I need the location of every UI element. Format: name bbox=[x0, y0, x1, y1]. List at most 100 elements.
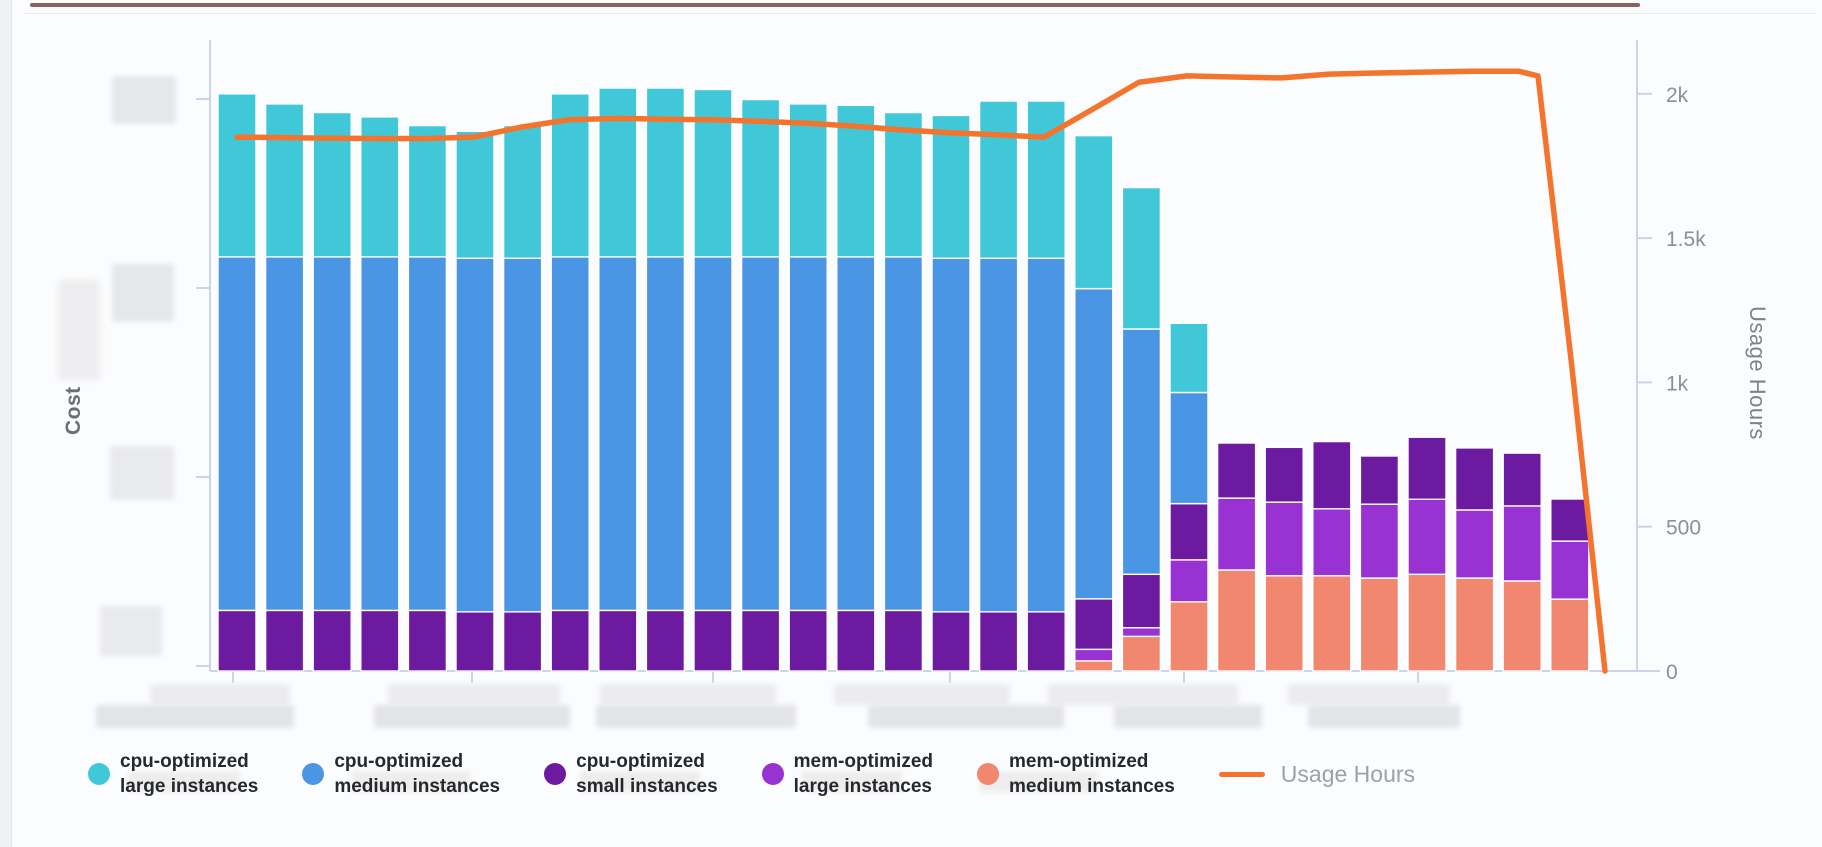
bar-segment-mem-optimized[interactable] bbox=[1502, 505, 1542, 582]
bar-segment-cpu-optimized[interactable] bbox=[1216, 442, 1257, 499]
bar-segment-cpu-optimized[interactable] bbox=[1121, 186, 1162, 330]
bar-segment-cpu-optimized[interactable] bbox=[740, 256, 781, 612]
bar-segment-cpu-optimized[interactable] bbox=[360, 256, 400, 612]
bar-segment-mem-optimized[interactable] bbox=[1550, 598, 1590, 672]
bar-segment-cpu-optimized[interactable] bbox=[693, 609, 733, 672]
bar-segment-mem-optimized[interactable] bbox=[1502, 580, 1542, 672]
bar-segment-cpu-optimized[interactable] bbox=[1026, 611, 1066, 672]
bar-segment-mem-optimized[interactable] bbox=[1216, 497, 1257, 571]
bar-segment-cpu-optimized[interactable] bbox=[1407, 436, 1447, 500]
bar-segment-cpu-optimized[interactable] bbox=[1074, 134, 1114, 290]
bar-segment-cpu-optimized[interactable] bbox=[883, 609, 924, 672]
bar-segment-mem-optimized[interactable] bbox=[1312, 508, 1352, 577]
bar-segment-cpu-optimized[interactable] bbox=[978, 257, 1019, 613]
bar-segment-mem-optimized[interactable] bbox=[1264, 575, 1304, 672]
bar-segment-cpu-optimized[interactable] bbox=[598, 256, 638, 612]
bar-segment-cpu-optimized[interactable] bbox=[598, 609, 638, 672]
bar-segment-cpu-optimized[interactable] bbox=[407, 609, 448, 672]
bar-segment-cpu-optimized[interactable] bbox=[931, 114, 971, 260]
bar-segment-cpu-optimized[interactable] bbox=[1121, 328, 1162, 576]
bar-segment-cpu-optimized[interactable] bbox=[502, 611, 543, 672]
bar-segment-cpu-optimized[interactable] bbox=[550, 256, 590, 612]
bar-segment-cpu-optimized[interactable] bbox=[312, 111, 352, 258]
bar-segment-cpu-optimized[interactable] bbox=[1502, 452, 1542, 507]
bar-segment-mem-optimized[interactable] bbox=[1074, 648, 1114, 662]
bar-segment-cpu-optimized[interactable] bbox=[788, 103, 828, 258]
bar-segment-cpu-optimized[interactable] bbox=[217, 93, 257, 258]
bar-segment-mem-optimized[interactable] bbox=[1216, 569, 1257, 672]
bar-segment-cpu-optimized[interactable] bbox=[1026, 257, 1066, 613]
bar-segment-cpu-optimized[interactable] bbox=[312, 609, 352, 672]
bar-segment-cpu-optimized[interactable] bbox=[1359, 455, 1400, 505]
bar-segment-cpu-optimized[interactable] bbox=[455, 130, 495, 260]
bar-segment-cpu-optimized[interactable] bbox=[217, 256, 257, 612]
legend-item-cpu-optimized-large[interactable]: cpu-optimized large instances bbox=[88, 749, 258, 799]
bar-segment-cpu-optimized[interactable] bbox=[1169, 502, 1209, 561]
bar-segment-cpu-optimized[interactable] bbox=[978, 611, 1019, 672]
bar-segment-mem-optimized[interactable] bbox=[1074, 660, 1114, 672]
legend-item-usage-hours[interactable]: Usage Hours bbox=[1218, 761, 1415, 788]
bar-segment-cpu-optimized[interactable] bbox=[264, 103, 305, 258]
bar-segment-cpu-optimized[interactable] bbox=[502, 257, 543, 613]
bar-segment-cpu-optimized[interactable] bbox=[836, 104, 876, 258]
bar-segment-mem-optimized[interactable] bbox=[1454, 577, 1495, 672]
bar-segment-mem-optimized[interactable] bbox=[1312, 575, 1352, 672]
bar-segment-cpu-optimized[interactable] bbox=[217, 609, 257, 672]
bar-segment-cpu-optimized[interactable] bbox=[693, 256, 733, 612]
bar-segment-cpu-optimized[interactable] bbox=[264, 256, 305, 612]
bar-segment-cpu-optimized[interactable] bbox=[1121, 573, 1162, 629]
bar-segment-cpu-optimized[interactable] bbox=[1026, 100, 1066, 260]
redacted-x-label bbox=[388, 684, 560, 705]
redacted-x-label bbox=[1048, 684, 1238, 705]
bar-segment-cpu-optimized[interactable] bbox=[883, 111, 924, 258]
bar-segment-mem-optimized[interactable] bbox=[1359, 577, 1400, 672]
bar-segment-cpu-optimized[interactable] bbox=[931, 611, 971, 672]
bar-segment-cpu-optimized[interactable] bbox=[407, 124, 448, 258]
bar-segment-cpu-optimized[interactable] bbox=[264, 609, 305, 672]
bar-segment-cpu-optimized[interactable] bbox=[360, 609, 400, 672]
bar-segment-mem-optimized[interactable] bbox=[1359, 503, 1400, 579]
bar-segment-cpu-optimized[interactable] bbox=[645, 87, 686, 258]
bar-segment-mem-optimized[interactable] bbox=[1264, 501, 1304, 577]
bar-segment-cpu-optimized[interactable] bbox=[740, 609, 781, 672]
legend-item-cpu-optimized-medium[interactable]: cpu-optimized medium instances bbox=[302, 749, 500, 799]
bar-segment-cpu-optimized[interactable] bbox=[836, 609, 876, 672]
bar-segment-cpu-optimized[interactable] bbox=[645, 256, 686, 612]
bar-segment-cpu-optimized[interactable] bbox=[978, 100, 1019, 260]
bar-segment-mem-optimized[interactable] bbox=[1169, 559, 1209, 603]
bar-segment-cpu-optimized[interactable] bbox=[598, 87, 638, 258]
bar-segment-cpu-optimized[interactable] bbox=[1074, 598, 1114, 651]
legend-item-cpu-optimized-small[interactable]: cpu-optimized small instances bbox=[544, 749, 718, 799]
bar-segment-cpu-optimized[interactable] bbox=[550, 609, 590, 672]
bar-segment-cpu-optimized[interactable] bbox=[407, 256, 448, 612]
bar-segment-cpu-optimized[interactable] bbox=[740, 98, 781, 258]
legend-item-mem-optimized-large[interactable]: mem-optimized large instances bbox=[761, 749, 933, 799]
usage-hours-line[interactable] bbox=[234, 68, 1608, 674]
bar-segment-cpu-optimized[interactable] bbox=[883, 256, 924, 612]
bar-segment-cpu-optimized[interactable] bbox=[788, 609, 828, 672]
bar-segment-cpu-optimized[interactable] bbox=[1550, 498, 1590, 542]
bar-segment-cpu-optimized[interactable] bbox=[455, 257, 495, 613]
bar-segment-cpu-optimized[interactable] bbox=[1264, 446, 1304, 503]
bar-segment-cpu-optimized[interactable] bbox=[1312, 440, 1352, 510]
bar-segment-cpu-optimized[interactable] bbox=[836, 256, 876, 612]
bar-segment-cpu-optimized[interactable] bbox=[931, 257, 971, 613]
bar-segment-mem-optimized[interactable] bbox=[1407, 573, 1447, 672]
bar-segment-cpu-optimized[interactable] bbox=[502, 124, 543, 260]
bar-segment-mem-optimized[interactable] bbox=[1407, 498, 1447, 576]
bar-segment-mem-optimized[interactable] bbox=[1121, 635, 1162, 672]
bar-segment-mem-optimized[interactable] bbox=[1550, 540, 1590, 600]
bar-segment-mem-optimized[interactable] bbox=[1454, 509, 1495, 579]
bar-segment-cpu-optimized[interactable] bbox=[693, 88, 733, 258]
bar-segment-mem-optimized[interactable] bbox=[1169, 601, 1209, 672]
bar-segment-cpu-optimized[interactable] bbox=[1074, 287, 1114, 600]
bar-segment-cpu-optimized[interactable] bbox=[645, 609, 686, 672]
bar-segment-cpu-optimized[interactable] bbox=[455, 611, 495, 672]
bar-segment-cpu-optimized[interactable] bbox=[1169, 391, 1209, 505]
bar-segment-cpu-optimized[interactable] bbox=[1454, 447, 1495, 511]
bar-segment-cpu-optimized[interactable] bbox=[312, 256, 352, 612]
bar-segment-mem-optimized[interactable] bbox=[1121, 627, 1162, 638]
bar-segment-cpu-optimized[interactable] bbox=[788, 256, 828, 612]
bar-segment-cpu-optimized[interactable] bbox=[1169, 322, 1209, 394]
legend-item-mem-optimized-medium[interactable]: mem-optimized medium instances bbox=[977, 749, 1175, 799]
